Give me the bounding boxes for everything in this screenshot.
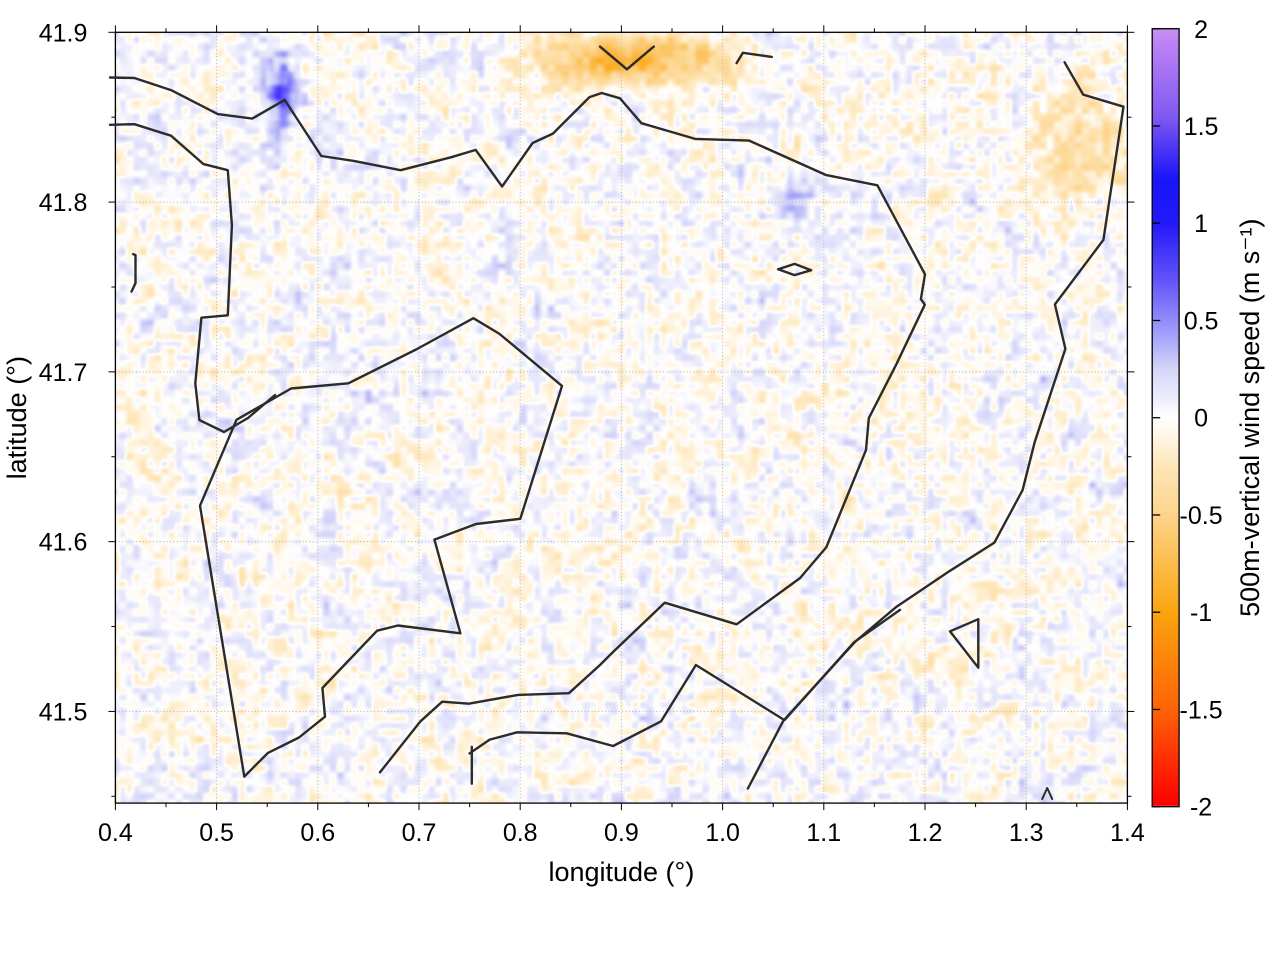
svg-text:41.7: 41.7 — [39, 359, 88, 387]
svg-text:-2: -2 — [1190, 794, 1212, 822]
svg-text:-1: -1 — [1190, 599, 1212, 627]
svg-text:0.4: 0.4 — [98, 819, 133, 847]
svg-text:41.8: 41.8 — [39, 189, 88, 217]
svg-text:1.5: 1.5 — [1184, 113, 1219, 141]
svg-text:0.5: 0.5 — [199, 819, 234, 847]
svg-text:0.6: 0.6 — [300, 819, 335, 847]
svg-text:1.2: 1.2 — [908, 819, 943, 847]
svg-text:2: 2 — [1194, 16, 1208, 44]
svg-text:41.9: 41.9 — [39, 19, 88, 47]
svg-text:0.5: 0.5 — [1184, 307, 1219, 335]
svg-text:0.9: 0.9 — [604, 819, 639, 847]
svg-text:41.5: 41.5 — [39, 698, 88, 726]
svg-text:0.8: 0.8 — [503, 819, 538, 847]
svg-text:0: 0 — [1194, 405, 1208, 433]
svg-text:-0.5: -0.5 — [1180, 502, 1223, 530]
svg-text:41.6: 41.6 — [39, 529, 88, 557]
svg-text:1.4: 1.4 — [1110, 819, 1145, 847]
svg-text:0.7: 0.7 — [402, 819, 437, 847]
svg-text:-1.5: -1.5 — [1180, 696, 1223, 724]
svg-text:1.1: 1.1 — [806, 819, 841, 847]
svg-text:1.0: 1.0 — [705, 819, 740, 847]
svg-text:longitude (°): longitude (°) — [548, 857, 694, 887]
svg-text:1.3: 1.3 — [1009, 819, 1044, 847]
svg-text:1: 1 — [1194, 210, 1208, 238]
svg-text:500m-vertical wind speed (m s⁻: 500m-vertical wind speed (m s⁻¹) — [1235, 219, 1265, 617]
svg-text:latitude (°): latitude (°) — [2, 356, 32, 479]
